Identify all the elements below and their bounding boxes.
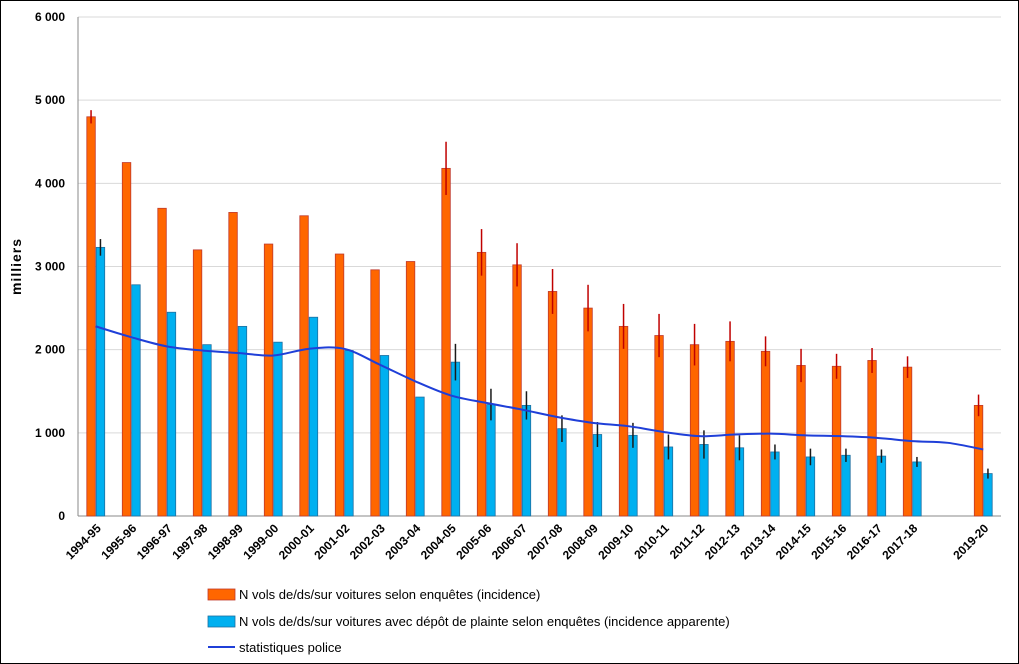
bar-incidence xyxy=(831,365,842,517)
y-tick-label: 2 000 xyxy=(35,343,65,357)
legend-label: N vols de/ds/sur voitures selon enquêtes… xyxy=(239,587,540,602)
x-tick-label: 2015-16 xyxy=(808,521,849,562)
bar-incidence-apparente xyxy=(237,325,248,517)
error-bars xyxy=(90,110,989,479)
bar-incidence-apparente xyxy=(983,473,993,517)
y-axis-label: milliers xyxy=(8,238,24,295)
x-tick-label: 2003-04 xyxy=(382,521,423,562)
x-tick-label: 2011-12 xyxy=(667,521,708,562)
bar-incidence xyxy=(370,269,380,517)
legend-swatch-incidence xyxy=(207,588,236,601)
bars xyxy=(86,116,993,517)
bar-incidence xyxy=(228,212,238,517)
x-tick-labels: 1994-951995-961996-971997-981998-991999-… xyxy=(63,521,992,562)
bar-incidence-apparente xyxy=(841,454,851,517)
x-tick-label: 2001-02 xyxy=(311,521,352,562)
bar-incidence-apparente xyxy=(344,350,354,517)
bar-incidence-apparente xyxy=(379,355,390,517)
x-tick-label: 2002-03 xyxy=(347,521,388,562)
y-tick-labels: 0 1 000 2 000 3 000 4 000 5 000 6 000 xyxy=(35,10,65,523)
bar-incidence xyxy=(547,291,558,517)
gridlines xyxy=(78,16,1001,434)
x-tick-label: 1994-95 xyxy=(63,521,104,562)
x-tick-label: 2012-13 xyxy=(702,521,743,562)
y-tick-label: 5 000 xyxy=(35,93,65,107)
bar-incidence xyxy=(441,167,451,517)
bar-incidence-apparente xyxy=(273,341,283,517)
bar-incidence-apparente xyxy=(415,396,425,517)
legend-label: statistiques police xyxy=(239,640,342,655)
x-tick-label: 1995-96 xyxy=(98,521,139,562)
bar-incidence-apparente xyxy=(876,455,887,517)
bar-incidence-apparente xyxy=(166,311,177,517)
x-tick-label: 2010-11 xyxy=(631,521,672,562)
bar-incidence xyxy=(689,344,700,517)
bar-incidence-apparente xyxy=(912,461,922,517)
bar-incidence xyxy=(157,207,167,517)
bar-incidence-apparente xyxy=(486,404,496,517)
x-tick-label: 2016-17 xyxy=(844,521,885,562)
legend-swatch-incidence-apparente xyxy=(207,615,236,628)
x-tick-label: 2006-07 xyxy=(489,521,530,562)
bar-incidence xyxy=(725,340,735,517)
x-tick-label: 2014-15 xyxy=(773,521,814,562)
police-line-path xyxy=(95,325,984,451)
bar-incidence xyxy=(86,116,96,517)
bar-incidence-apparente xyxy=(95,246,106,517)
x-tick-label: 1998-99 xyxy=(205,521,246,562)
x-tick-label: 2000-01 xyxy=(276,521,317,562)
bar-incidence-apparente xyxy=(450,361,461,517)
bar-incidence xyxy=(405,261,416,517)
legend-label: N vols de/ds/sur voitures avec dépôt de … xyxy=(239,614,730,629)
x-tick-label: 2007-08 xyxy=(524,521,565,562)
bar-incidence xyxy=(334,253,345,517)
bar-incidence xyxy=(512,264,522,517)
bar-incidence-apparente xyxy=(202,344,212,517)
x-tick-label: 2005-06 xyxy=(453,521,494,562)
x-tick-label: 2008-09 xyxy=(560,521,601,562)
x-tick-label: 2017-18 xyxy=(879,521,920,562)
bar-incidence-apparente xyxy=(805,456,816,517)
y-tick-label: 0 xyxy=(58,509,65,523)
bar-incidence xyxy=(192,249,203,517)
x-tick-label: 1999-00 xyxy=(240,521,281,562)
bar-incidence xyxy=(299,215,309,517)
bar-incidence xyxy=(973,404,984,517)
bar-incidence-apparente xyxy=(131,284,141,517)
bar-incidence xyxy=(618,325,629,517)
x-tick-label: 2009-10 xyxy=(595,521,636,562)
y-tick-label: 4 000 xyxy=(35,176,65,190)
bar-incidence xyxy=(121,162,132,517)
x-tick-label: 1996-97 xyxy=(134,521,175,562)
bar-incidence xyxy=(583,307,593,517)
bar-incidence xyxy=(476,251,487,517)
police-line xyxy=(95,325,984,451)
bar-incidence-apparente xyxy=(770,451,780,517)
bar-incidence-apparente xyxy=(308,316,319,517)
bar-incidence-apparente xyxy=(521,404,532,517)
bar-incidence xyxy=(263,243,274,517)
x-tick-label: 2013-14 xyxy=(737,521,778,562)
x-tick-label: 2019-20 xyxy=(950,521,991,562)
bar-incidence xyxy=(796,365,806,517)
legend: N vols de/ds/sur voitures selon enquêtes… xyxy=(207,587,730,655)
y-tick-label: 1 000 xyxy=(35,426,65,440)
x-tick-label: 1997-98 xyxy=(169,521,210,562)
x-tick-label: 2004-05 xyxy=(418,521,459,562)
y-tick-label: 3 000 xyxy=(35,260,65,274)
y-tick-label: 6 000 xyxy=(35,10,65,24)
bar-incidence xyxy=(654,335,664,517)
